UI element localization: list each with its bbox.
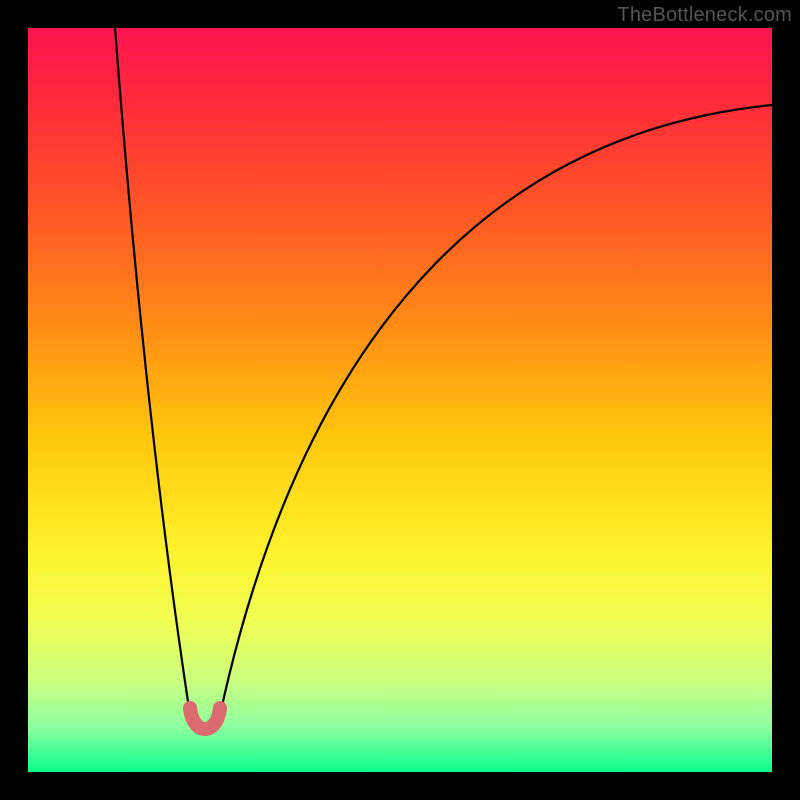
plot-background [28, 28, 772, 772]
figure-root: TheBottleneck.com [0, 0, 800, 800]
bottleneck-chart [0, 0, 800, 800]
watermark-text: TheBottleneck.com [617, 4, 792, 27]
